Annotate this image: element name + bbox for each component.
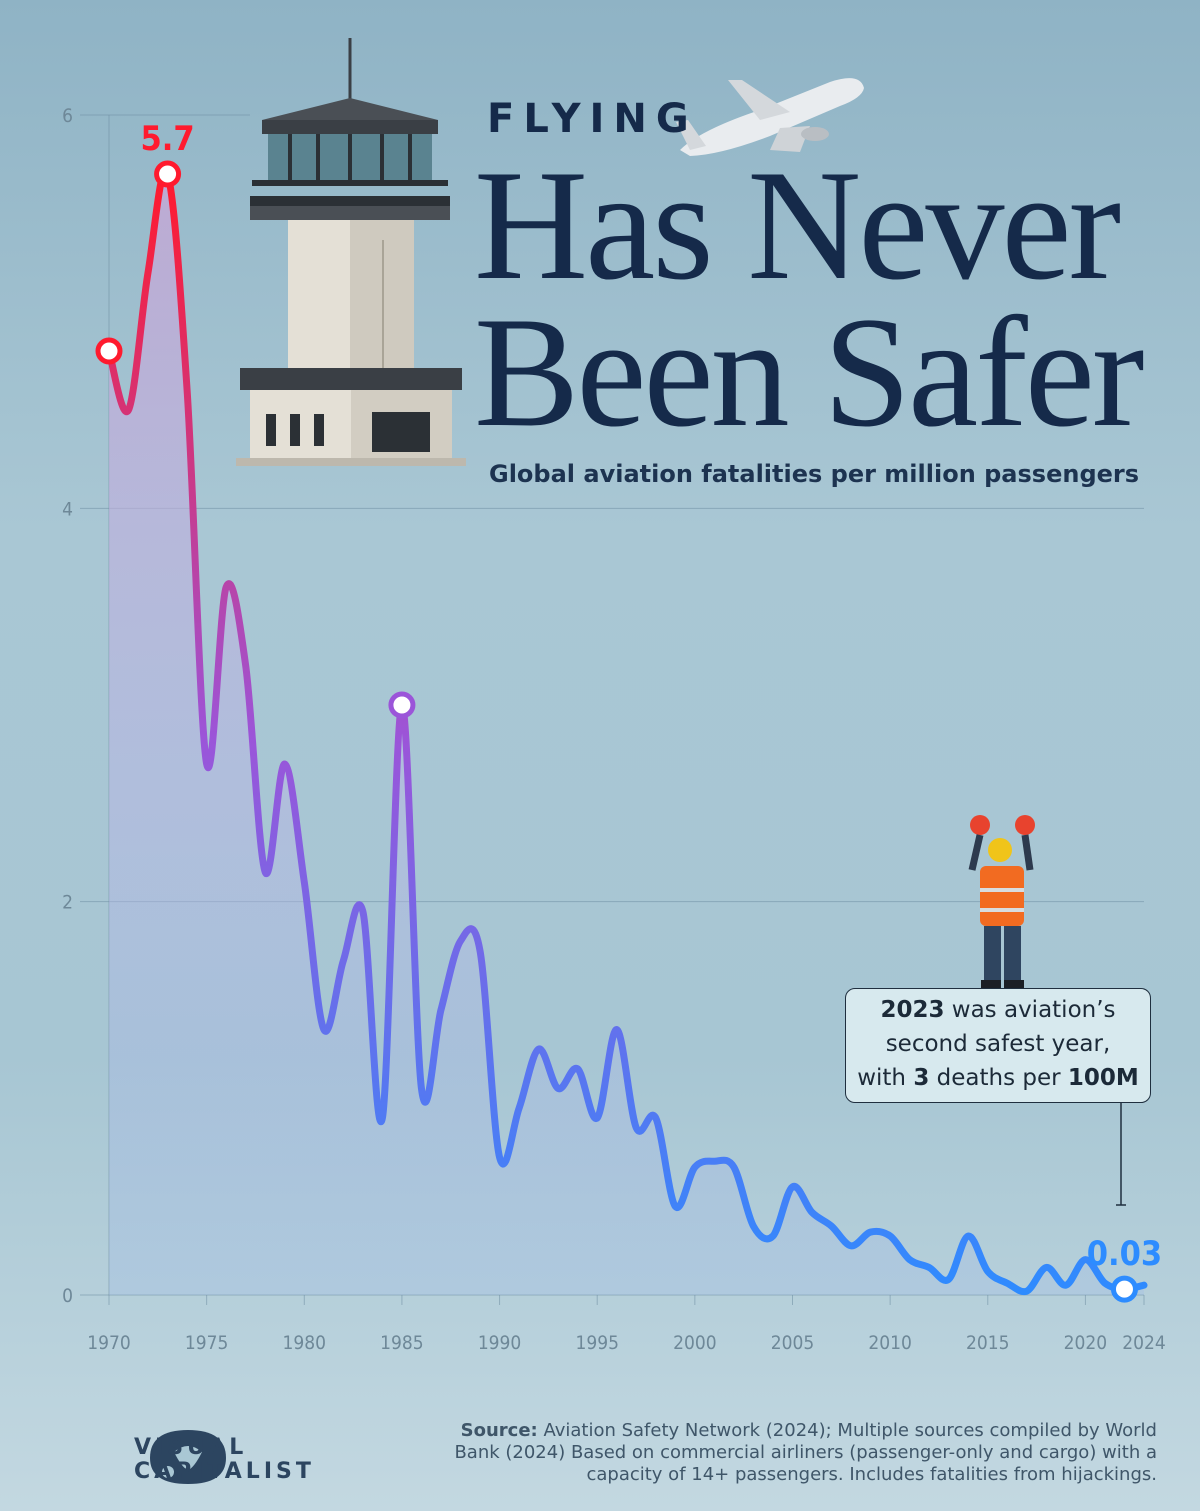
callout-line-2: second safest year, bbox=[885, 1031, 1111, 1057]
x-tick-label: 2024 bbox=[1122, 1332, 1166, 1354]
x-tick-label: 1980 bbox=[283, 1332, 327, 1354]
source-note: Source: Aviation Safety Network (2024); … bbox=[454, 1420, 1157, 1485]
x-tick-label: 2000 bbox=[673, 1332, 717, 1354]
highlight-point bbox=[95, 337, 123, 365]
x-tick-label: 2015 bbox=[966, 1332, 1010, 1354]
callout-line-1: 2023 was aviation’s bbox=[880, 997, 1116, 1023]
title-line-1: Has Never bbox=[474, 138, 1121, 313]
y-tick-label: 6 bbox=[62, 105, 73, 127]
x-tick-label: 2020 bbox=[1064, 1332, 1108, 1354]
data-label: 0.03 bbox=[1087, 1234, 1162, 1274]
x-tick-label: 1970 bbox=[87, 1332, 131, 1354]
series-line bbox=[105, 167, 1148, 1296]
x-tick-label: 2005 bbox=[771, 1332, 815, 1354]
y-tick-label: 2 bbox=[62, 892, 73, 914]
y-tick-label: 0 bbox=[62, 1285, 73, 1307]
marshaller-illustration bbox=[968, 815, 1035, 988]
chart-subtitle: Global aviation fatalities per million p… bbox=[489, 460, 1140, 488]
x-tick-label: 1975 bbox=[185, 1332, 229, 1354]
y-tick-label: 4 bbox=[62, 498, 73, 520]
airplane-illustration bbox=[676, 78, 864, 156]
callout-box: 2023 was aviation’s second safest year, … bbox=[845, 988, 1151, 1103]
x-tick-label: 2010 bbox=[868, 1332, 912, 1354]
x-tick-label: 1990 bbox=[478, 1332, 522, 1354]
title-kicker: FLYING bbox=[487, 96, 698, 142]
control-tower-illustration bbox=[236, 38, 466, 466]
callout-line-3: with 3 deaths per 100M bbox=[857, 1065, 1139, 1091]
x-tick-label: 1985 bbox=[380, 1332, 424, 1354]
highlight-point bbox=[154, 160, 182, 188]
highlight-point bbox=[388, 691, 416, 719]
title-line-2: Been Safer bbox=[474, 285, 1145, 460]
visual-capitalist-logo-icon bbox=[150, 1430, 226, 1484]
data-label: 5.7 bbox=[140, 119, 194, 159]
highlight-point bbox=[1110, 1275, 1138, 1303]
brand-wordmark: VISUAL CAPITALIST bbox=[134, 1435, 315, 1484]
page-title: Has Never Been Safer bbox=[474, 138, 1174, 460]
x-tick-label: 1995 bbox=[575, 1332, 619, 1354]
